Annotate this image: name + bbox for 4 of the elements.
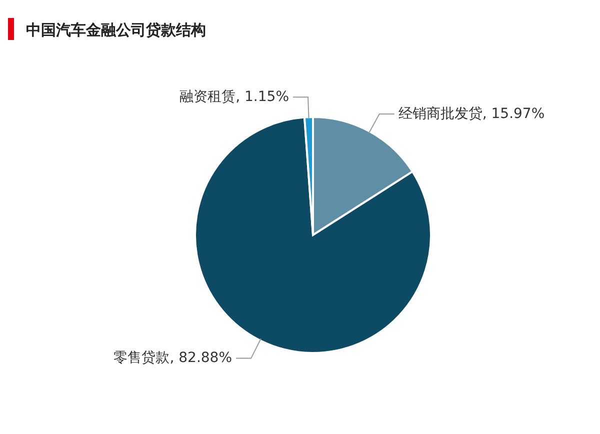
- slice-label: 经销商批发贷, 15.97%: [398, 105, 546, 124]
- chart-title: 中国汽车金融公司贷款结构: [26, 21, 206, 39]
- slice-label: 零售贷款, 82.88%: [112, 349, 232, 368]
- slice-label: 融资租赁, 1.15%: [178, 88, 289, 108]
